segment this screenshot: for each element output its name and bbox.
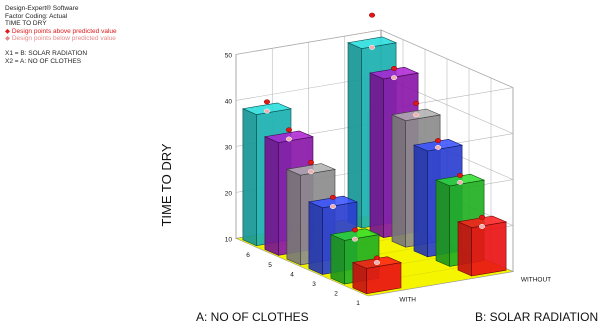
legend-above: ◆ Design points above predicted value xyxy=(5,27,117,35)
x-tick-label-4: 4 xyxy=(290,271,294,278)
legend-below-label: Design points below predicted value xyxy=(11,35,116,43)
legend-x1: X1 = B: SOLAR RADIATION xyxy=(5,49,88,57)
design-point-above xyxy=(329,194,336,200)
design-point-below xyxy=(391,75,398,81)
design-point-above xyxy=(479,214,486,220)
design-point-below xyxy=(351,236,358,242)
design-point-below xyxy=(307,169,314,175)
depth-tick-label-with: WITH xyxy=(399,297,416,304)
legend-below: ◆ Design points below predicted value xyxy=(5,35,116,43)
x-tick-label-3: 3 xyxy=(312,281,316,288)
bars xyxy=(241,12,508,295)
design-point-above xyxy=(369,12,376,18)
x-tick-label-5: 5 xyxy=(268,262,272,269)
design-point-above xyxy=(457,173,464,178)
x-tick-label-2: 2 xyxy=(334,291,338,298)
design-point-above xyxy=(307,159,314,165)
design-point-below xyxy=(479,224,486,229)
design-point-above xyxy=(351,227,358,233)
bar-without-1 xyxy=(456,214,508,277)
x-tick-label-1: 1 xyxy=(356,300,360,307)
legend-x2: X2 = A: NO OF CLOTHES xyxy=(5,57,82,65)
bar-face-front xyxy=(330,234,345,285)
bar-face-top xyxy=(346,36,398,49)
bar-face-top xyxy=(307,195,359,209)
legend-software: Design-Expert® Software xyxy=(5,5,79,12)
design-point-below xyxy=(373,260,380,265)
bar-face-front xyxy=(413,144,429,258)
y-tick-label-50: 50 xyxy=(225,52,233,59)
legend-response: TIME TO DRY xyxy=(5,20,47,28)
design-point-above xyxy=(435,138,442,144)
design-point-below xyxy=(435,145,442,150)
depth-axis-title: B: SOLAR RADIATION xyxy=(475,310,598,324)
y-tick-label-10: 10 xyxy=(225,236,233,243)
bar-face-front xyxy=(308,201,323,275)
design-point-above xyxy=(263,99,270,105)
design-point-below xyxy=(413,112,420,118)
bar-face-top xyxy=(329,228,381,241)
design-point-above xyxy=(285,127,292,133)
bar-face-front xyxy=(369,72,385,239)
bar-face-side xyxy=(471,221,507,277)
design-point-above xyxy=(391,66,398,71)
bar-face-front xyxy=(391,114,407,248)
design-point-below xyxy=(457,179,464,185)
y-axis-title: TIME TO DRY xyxy=(159,143,174,226)
axis-labels: 10 20 30 40 50 1 2 3 4 5 6 WITH WITHOUT xyxy=(225,52,551,307)
legend-factor-coding: Factor Coding: Actual xyxy=(5,12,68,20)
legend: Design-Expert® Software Factor Coding: A… xyxy=(5,5,117,65)
bar-face-front xyxy=(286,168,301,266)
x-tick-label-6: 6 xyxy=(246,252,250,259)
bar-face-front xyxy=(264,136,279,256)
design-point-below xyxy=(285,136,292,142)
y-tick-label-20: 20 xyxy=(225,190,233,197)
design-point-above xyxy=(413,100,420,106)
design-point-above xyxy=(373,255,380,261)
x-axis-title: A: NO OF CLOTHES xyxy=(196,310,309,324)
design-point-below xyxy=(369,44,376,50)
y-tick-label-40: 40 xyxy=(225,98,233,105)
bar-face-top xyxy=(456,215,508,229)
y-tick-label-30: 30 xyxy=(225,144,233,151)
depth-tick-label-without: WITHOUT xyxy=(521,276,551,283)
bar-face-front xyxy=(242,108,257,247)
bar-face-top xyxy=(368,66,420,80)
design-point-below xyxy=(329,204,336,209)
bar-with-1 xyxy=(351,255,403,295)
design-point-below xyxy=(263,108,270,114)
bar-face-front xyxy=(457,221,473,277)
legend-above-label: Design points above predicted value xyxy=(11,27,117,35)
bar-face-front xyxy=(435,179,451,267)
